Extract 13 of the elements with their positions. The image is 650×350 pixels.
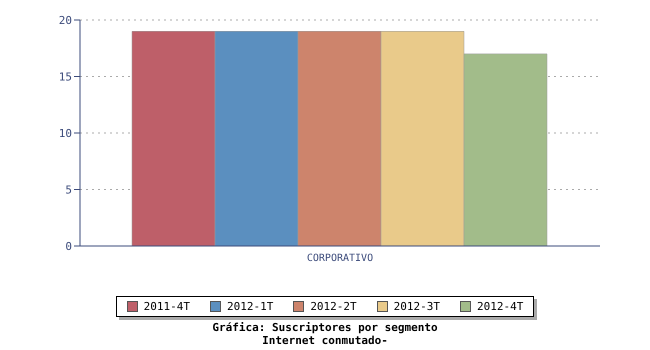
text: Internet conmutado- bbox=[261, 334, 389, 347]
legend-label: 2012-1T bbox=[226, 300, 274, 313]
text: Gráfica: Suscriptores por segmento bbox=[211, 321, 439, 334]
legend-label: 2012-2T bbox=[310, 300, 357, 313]
y-tick-label: 0 bbox=[65, 240, 72, 253]
legend-label: 2012-3T bbox=[394, 300, 440, 313]
y-tick-label: 10 bbox=[58, 126, 72, 140]
legend-label: 2011-4T bbox=[144, 300, 190, 313]
y-tick-label: 20 bbox=[58, 14, 72, 27]
y-tick-label: 15 bbox=[58, 70, 72, 84]
y-tick-label: 5 bbox=[65, 183, 72, 196]
legend-label: 2012-4T bbox=[477, 300, 524, 313]
x-tick-label: CORPORATIVO bbox=[306, 253, 374, 264]
